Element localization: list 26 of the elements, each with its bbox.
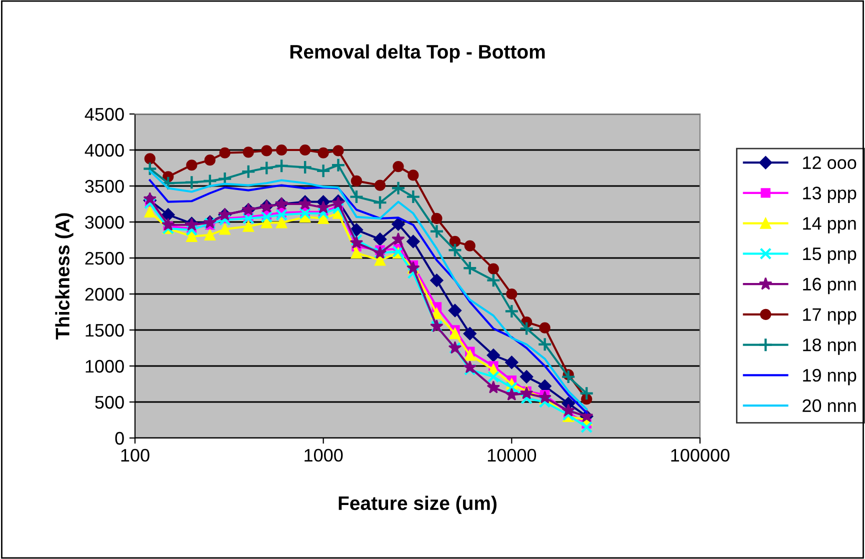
y-tick-label: 4500 bbox=[84, 108, 124, 121]
y-tick-label: 0 bbox=[115, 432, 124, 445]
y-tick-label: 500 bbox=[95, 396, 124, 409]
legend-label: 18 npn bbox=[803, 338, 856, 355]
y-tick-label: 2500 bbox=[85, 252, 124, 265]
x-tick-label: 100 bbox=[121, 448, 150, 462]
y-tick-label: 1500 bbox=[86, 324, 124, 337]
legend-label: 14 ppn bbox=[803, 217, 856, 234]
x-tick-label: 100000 bbox=[671, 448, 730, 462]
y-axis-title: Thickness (A) bbox=[55, 213, 74, 340]
chart-title: Removal delta Top - Bottom bbox=[290, 44, 545, 62]
legend-label: 13 ppp bbox=[803, 186, 856, 204]
legend-label: 16 pnn bbox=[803, 278, 856, 294]
x-axis-title: Feature size (um) bbox=[338, 496, 496, 514]
x-tick-label: 1000 bbox=[304, 448, 343, 462]
legend-label: 20 nnn bbox=[802, 399, 856, 412]
legend-label: 19 nnp bbox=[803, 368, 856, 386]
y-tick-label: 3500 bbox=[85, 180, 124, 193]
legend-label: 15 pnp bbox=[803, 248, 856, 264]
y-tick-label: 1000 bbox=[86, 360, 124, 373]
y-tick-label: 2000 bbox=[85, 288, 124, 301]
legend-label: 17 npp bbox=[803, 308, 856, 325]
legend-label: 12 ooo bbox=[803, 156, 856, 170]
x-tick-label: 10000 bbox=[488, 448, 536, 462]
y-tick-label: 3000 bbox=[85, 216, 124, 229]
y-tick-label: 4000 bbox=[84, 144, 124, 157]
